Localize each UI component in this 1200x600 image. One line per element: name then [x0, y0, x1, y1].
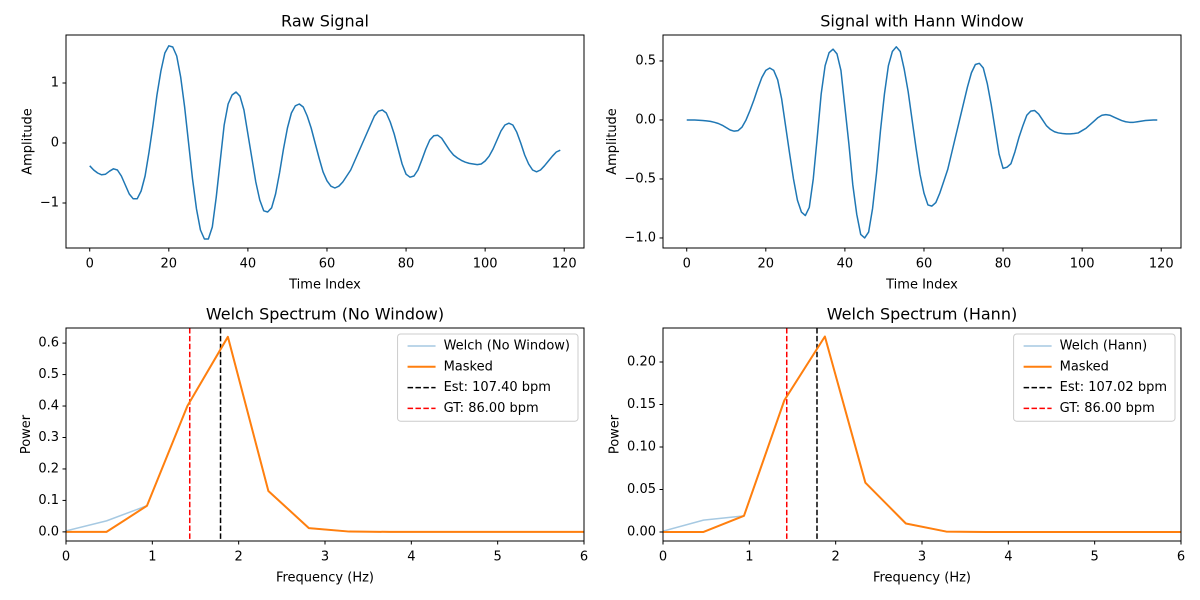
y-axis-label: Amplitude: [20, 108, 35, 175]
y-tick-label: 0.05: [627, 482, 656, 497]
x-tick-label: 0: [659, 550, 667, 565]
y-tick-label: 0.15: [627, 397, 656, 412]
subplot: 0 20 40 60 80 100 120 −1.0 −0.5 0.0 0.5 Signal with…: [605, 12, 1182, 293]
subplot: 0 1 2 3 4 5 6 0.0 0.1 0.2 0.3 0.4 0.5 0.6 Welch Spectr…: [19, 305, 588, 586]
line-series: [663, 335, 1181, 533]
x-tick-label: 3: [321, 550, 329, 565]
y-tick-label: −1: [40, 196, 59, 211]
plot-area: [89, 45, 561, 240]
x-axis-label: Frequency (Hz): [276, 571, 374, 586]
y-tick-label: 0.2: [38, 461, 59, 476]
y-tick-label: 0.4: [38, 399, 59, 414]
x-tick-label: 120: [552, 257, 577, 272]
y-tick-label: 0.5: [38, 367, 59, 382]
legend-label: Welch (Hann): [1060, 339, 1148, 354]
chart-title: Signal with Hann Window: [820, 12, 1024, 31]
legend-label: Welch (No Window): [444, 339, 570, 354]
x-tick-label: 120: [1149, 257, 1174, 272]
legend-label: GT: 86.00 bpm: [1060, 401, 1155, 416]
x-axis-label: Time Index: [288, 278, 361, 293]
y-axis-label: Amplitude: [605, 108, 620, 175]
x-tick-label: 6: [1177, 550, 1185, 565]
legend-frame: [397, 333, 579, 422]
x-tick-label: 40: [240, 257, 257, 272]
chart-title: Raw Signal: [281, 12, 369, 31]
y-tick-label: 0.6: [38, 336, 59, 351]
x-tick-label: 60: [319, 257, 336, 272]
x-tick-label: 100: [1070, 257, 1095, 272]
x-tick-label: 100: [473, 257, 498, 272]
chart-title: Welch Spectrum (No Window): [206, 305, 444, 324]
line-series: [686, 46, 1158, 239]
subplot: 0 20 40 60 80 100 120 −1 0 1 Raw Signal Time Index A…: [20, 12, 585, 293]
legend-label: GT: 86.00 bpm: [444, 401, 539, 416]
x-tick-label: 3: [918, 550, 926, 565]
y-tick-label: 0.10: [627, 439, 656, 454]
line-series: [66, 335, 584, 533]
x-axis-label: Frequency (Hz): [873, 571, 971, 586]
x-tick-label: 0: [62, 550, 70, 565]
x-tick-label: 2: [832, 550, 840, 565]
chart-title: Welch Spectrum (Hann): [827, 305, 1017, 324]
y-tick-label: 1: [51, 76, 59, 91]
y-axis-label: Power: [19, 414, 34, 454]
x-tick-label: 1: [745, 550, 753, 565]
x-tick-label: 80: [995, 257, 1012, 272]
y-tick-label: −0.5: [624, 171, 656, 186]
legend-label: Masked: [1060, 359, 1109, 374]
x-axis-label: Time Index: [885, 278, 958, 293]
x-tick-label: 0: [683, 257, 691, 272]
y-tick-label: 0.00: [627, 524, 656, 539]
y-tick-label: −1.0: [624, 230, 656, 245]
subplot: 0 1 2 3 4 5 6 0.00 0.05 0.10 0.15 0.20 Welch Spectru…: [608, 305, 1186, 586]
legend-label: Masked: [444, 359, 493, 374]
plot-area: [686, 46, 1158, 239]
x-tick-label: 2: [235, 550, 243, 565]
x-tick-label: 40: [837, 257, 854, 272]
y-tick-label: 0: [51, 136, 59, 151]
x-tick-label: 4: [1004, 550, 1012, 565]
axes-frame: [662, 34, 1182, 249]
legend: Welch (No Window) Masked Est: 107.40 bpm GT…: [397, 333, 579, 422]
x-tick-label: 1: [148, 550, 156, 565]
y-tick-label: 0.3: [38, 430, 59, 445]
x-tick-label: 5: [494, 550, 502, 565]
x-tick-label: 6: [580, 550, 588, 565]
plot-area: [66, 328, 584, 541]
legend-label: Est: 107.40 bpm: [444, 380, 551, 395]
y-tick-label: 0.5: [635, 53, 656, 68]
x-tick-label: 0: [86, 257, 94, 272]
x-tick-label: 80: [398, 257, 415, 272]
x-tick-label: 5: [1091, 550, 1099, 565]
plot-area: [663, 328, 1181, 541]
x-tick-label: 20: [161, 257, 178, 272]
legend-frame: [1013, 333, 1176, 422]
y-tick-label: 0.20: [627, 354, 656, 369]
legend-label: Est: 107.02 bpm: [1060, 380, 1167, 395]
x-tick-label: 60: [916, 257, 933, 272]
axes-frame: [65, 34, 585, 249]
y-axis-label: Power: [608, 414, 623, 454]
y-tick-label: 0.0: [38, 524, 59, 539]
line-series: [89, 45, 561, 240]
x-tick-label: 20: [758, 257, 775, 272]
y-tick-label: 0.0: [635, 112, 656, 127]
y-tick-label: 0.1: [38, 493, 59, 508]
legend: Welch (Hann) Masked Est: 107.02 bpm GT: 86.…: [1013, 333, 1176, 422]
x-tick-label: 4: [407, 550, 415, 565]
